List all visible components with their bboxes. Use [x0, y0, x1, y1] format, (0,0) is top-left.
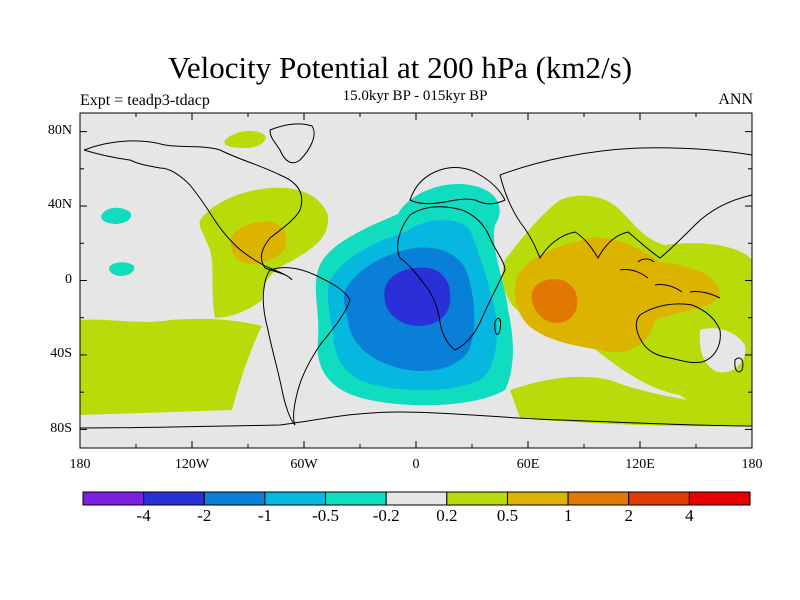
colorbar-level-label: -2: [197, 506, 212, 525]
coastline-indonesia: [619, 258, 721, 299]
colorbar-swatch: [264, 491, 327, 506]
lon-tick-label: 180: [741, 457, 763, 472]
contour-pos-1-indian: [531, 279, 578, 323]
lon-tick-label: 120E: [625, 457, 655, 472]
colorbar-swatch: [628, 491, 690, 506]
contour-fields: [80, 130, 752, 427]
contour-pos-0.5-indopac: [514, 237, 720, 353]
coastline-north-america: [83, 140, 303, 281]
contour-pos-0.2-south-pacific: [80, 318, 262, 415]
colorbar-level-label: 4: [685, 506, 694, 525]
colorbar-level-label: -1: [257, 506, 272, 525]
lon-tick-label: 60E: [516, 457, 540, 472]
lat-tick-label: 80S: [50, 421, 72, 436]
coastline-madagascar: [494, 317, 501, 335]
colorbar-level-label: 0.5: [496, 506, 519, 525]
contour-neg-0.2-pacific-north: [101, 207, 132, 224]
lat-tick-label: 0: [65, 272, 72, 287]
lon-tick-label: 180: [69, 457, 91, 472]
map-title: Velocity Potential at 200 hPa (km2/s): [167, 50, 633, 85]
colorbar-level-label: -0.2: [372, 506, 400, 525]
coastline-new-zealand: [734, 357, 744, 373]
colorbar-swatch: [325, 491, 387, 506]
season-label: ANN: [718, 91, 753, 108]
coastline-south-america: [262, 267, 351, 426]
colorbar: [82, 491, 751, 506]
contour-neg-0.2-pacific-equator: [109, 262, 135, 276]
coastline-europe: [409, 167, 506, 205]
colorbar-level-label: 2: [624, 506, 633, 525]
contour-pos-0.2-canada: [224, 130, 266, 148]
axis-ticks: [79, 113, 753, 448]
colorbar-swatch: [506, 491, 569, 506]
experiment-label: Expt = teadp3-tdacp: [80, 92, 210, 109]
colorbar-swatch: [143, 491, 205, 506]
colorbar-level-label: -4: [136, 506, 151, 525]
lon-tick-label: 120W: [174, 457, 210, 472]
coastline-africa: [397, 206, 506, 351]
coastline-antarctica: [80, 411, 752, 429]
colorbar-level-label: 0.2: [436, 506, 458, 525]
map-subtitle: 15.0kyr BP - 015kyr BP: [342, 88, 488, 104]
contour-pos-0.2-south-indian: [510, 376, 752, 427]
lat-tick-label: 40N: [47, 197, 72, 212]
coastline-greenland: [269, 123, 315, 164]
colorbar-swatch: [203, 491, 266, 506]
colorbar-swatch: [385, 491, 448, 506]
colorbar-swatch: [82, 491, 145, 506]
coastlines: [80, 123, 752, 429]
colorbar-swatch: [688, 491, 751, 506]
colorbar-level-label: -0.5: [312, 506, 339, 525]
contour-neg-2: [384, 267, 451, 326]
lon-tick-label: 0: [412, 457, 420, 472]
lat-tick-label: 80N: [47, 123, 72, 138]
lat-tick-label: 40S: [50, 346, 72, 361]
colorbar-swatch: [446, 491, 508, 506]
lon-tick-label: 60W: [290, 457, 318, 472]
contour-zero-tasman: [699, 328, 746, 373]
colorbar-swatch: [567, 491, 630, 506]
colorbar-level-label: 1: [563, 506, 573, 525]
coastline-australia: [635, 303, 721, 363]
coastline-asia: [499, 147, 752, 260]
